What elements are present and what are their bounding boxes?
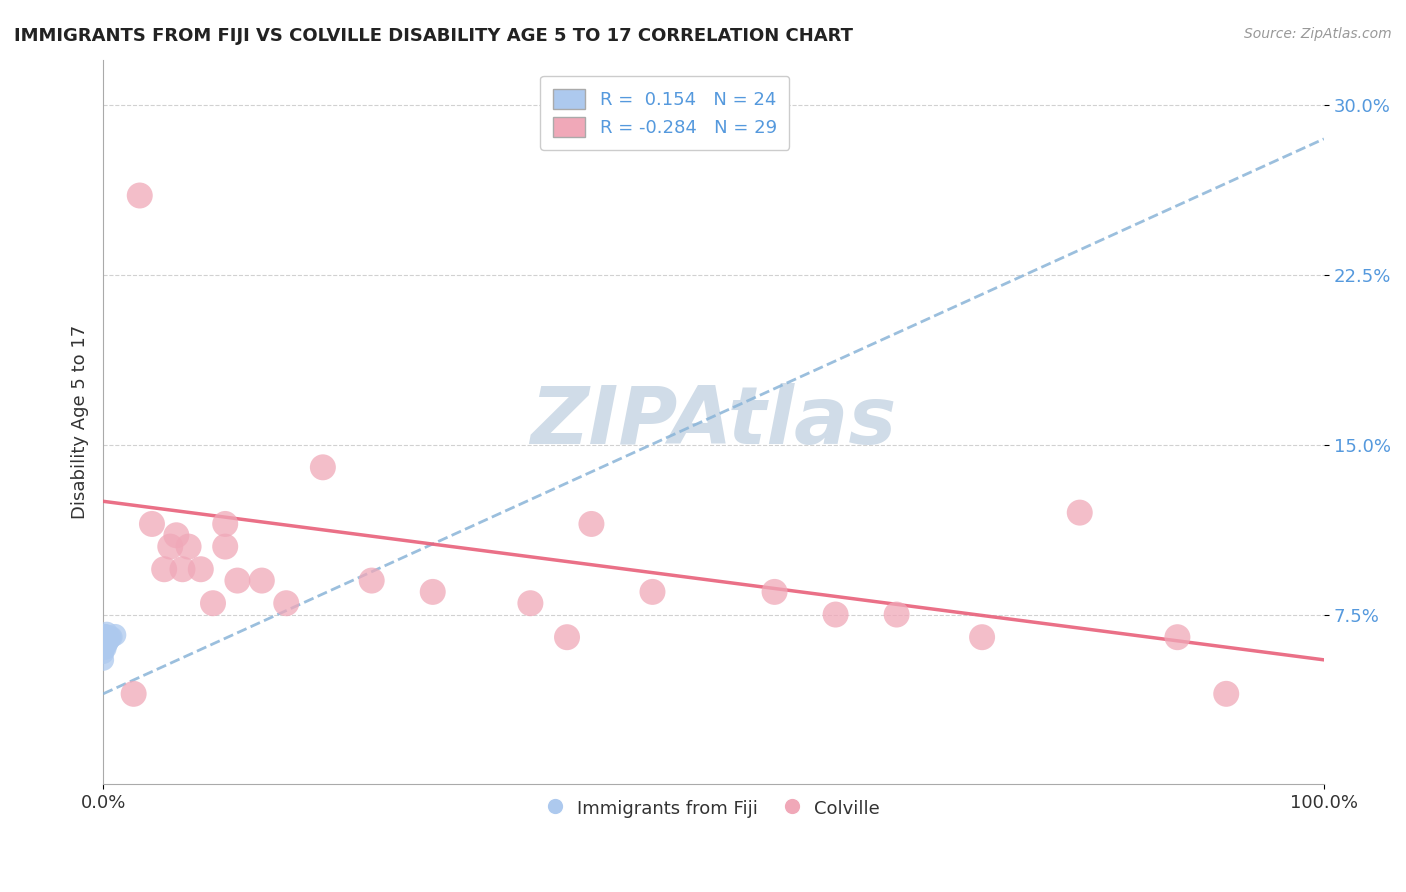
Point [201, 596, 224, 610]
Point [91, 628, 114, 642]
Point [94, 641, 117, 656]
Point [94, 637, 117, 651]
Point [1069, 506, 1091, 520]
Point [96, 634, 118, 648]
Point [97, 634, 120, 648]
Point [250, 574, 273, 588]
Legend: Immigrants from Fiji, Colville: Immigrants from Fiji, Colville [540, 791, 886, 826]
Point [165, 528, 187, 542]
Point [276, 596, 298, 610]
Point [100, 630, 122, 644]
Point [91, 653, 114, 667]
Point [641, 585, 664, 599]
Point [128, 188, 150, 202]
Point [422, 585, 444, 599]
Point [91, 632, 114, 647]
Point [190, 562, 212, 576]
Point [93, 628, 115, 642]
Point [226, 574, 249, 588]
Point [96, 630, 118, 644]
Point [104, 628, 127, 642]
Point [141, 516, 163, 531]
Point [824, 607, 846, 622]
Point [159, 540, 181, 554]
Point [100, 630, 122, 644]
Point [93, 637, 115, 651]
Point [519, 596, 541, 610]
Point [312, 460, 335, 475]
Point [91, 637, 114, 651]
Y-axis label: Disability Age 5 to 17: Disability Age 5 to 17 [72, 325, 89, 519]
Point [96, 625, 118, 640]
Point [763, 585, 786, 599]
Text: Source: ZipAtlas.com: Source: ZipAtlas.com [1244, 27, 1392, 41]
Point [97, 630, 120, 644]
Point [91, 641, 114, 656]
Point [98, 632, 121, 647]
Point [886, 607, 908, 622]
Text: ZIPAtlas: ZIPAtlas [530, 383, 897, 461]
Point [96, 637, 118, 651]
Point [214, 516, 236, 531]
Point [153, 562, 176, 576]
Point [581, 516, 603, 531]
Point [177, 540, 200, 554]
Point [970, 630, 993, 644]
Point [214, 540, 236, 554]
Point [172, 562, 194, 576]
Point [93, 641, 115, 656]
Point [1166, 630, 1188, 644]
Point [555, 630, 578, 644]
Point [94, 628, 117, 642]
Text: IMMIGRANTS FROM FIJI VS COLVILLE DISABILITY AGE 5 TO 17 CORRELATION CHART: IMMIGRANTS FROM FIJI VS COLVILLE DISABIL… [14, 27, 853, 45]
Point [91, 646, 114, 660]
Point [93, 632, 115, 647]
Point [122, 687, 145, 701]
Point [1215, 687, 1237, 701]
Point [360, 574, 382, 588]
Point [94, 632, 117, 647]
